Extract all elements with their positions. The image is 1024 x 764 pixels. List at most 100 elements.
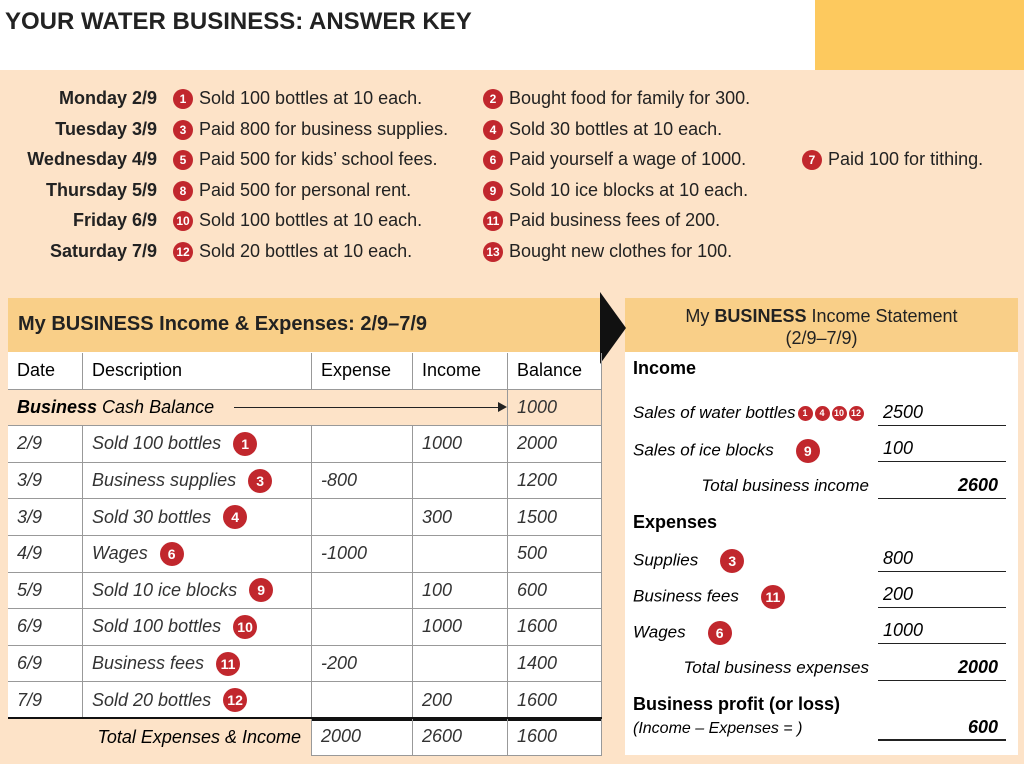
cell: Sold 100 bottles 1 <box>83 426 312 463</box>
value: 200 <box>878 584 1006 608</box>
badge: 3 <box>248 468 273 493</box>
event: 7 Paid 100 for tithing. <box>802 149 983 171</box>
cell: Description <box>83 353 312 390</box>
badge: 9 <box>483 181 503 202</box>
day-label: Friday 6/9 <box>72 210 157 230</box>
cell: 5/9 <box>8 572 83 610</box>
cell: -1000 <box>312 536 413 573</box>
badge: 8 <box>173 181 193 202</box>
event: 6 Paid yourself a wage of 1000. <box>483 149 746 171</box>
cell: Date <box>8 353 83 390</box>
title: YOUR WATER BUSINESS: ANSWER KEY <box>5 8 472 35</box>
cell <box>312 682 413 719</box>
cell: 7/9 <box>8 682 83 719</box>
event-text: Paid 500 for personal rent. <box>199 180 412 200</box>
title-bold: BUSINESS <box>714 306 807 326</box>
total-label: Total business income <box>701 476 869 495</box>
cell: 1600 <box>508 609 602 646</box>
arrow <box>600 292 626 364</box>
cell: 4/9 <box>8 536 83 573</box>
event: 1 Sold 100 bottles at 10 each. <box>173 88 423 110</box>
badge: 12 <box>848 406 864 422</box>
badge: 12 <box>223 688 248 713</box>
event-text: Bought new clothes for 100. <box>509 241 733 261</box>
description: Business fees <box>92 653 205 674</box>
badge: 7 <box>802 150 822 171</box>
event-text: Paid 500 for kids’ school fees. <box>199 149 438 169</box>
badge: 1 <box>797 406 813 422</box>
badge: 5 <box>173 150 193 171</box>
description: Sold 100 bottles <box>92 616 222 637</box>
section-heading: Expenses <box>633 512 718 532</box>
event: 9 Sold 10 ice blocks at 10 each. <box>483 180 749 202</box>
event: 5 Paid 500 for kids’ school fees. <box>173 149 438 171</box>
cell: 1500 <box>508 499 602 536</box>
cell: Expense <box>312 353 413 390</box>
item-label: Sales of ice blocks <box>633 440 774 460</box>
badge: 2 <box>483 89 503 110</box>
ledger-title: My BUSINESS Income & Expenses: 2/9–7/9 <box>18 313 428 335</box>
cell: 1000 <box>413 426 508 463</box>
period: (2/9–7/9) <box>785 328 858 348</box>
value: 2500 <box>878 402 1006 426</box>
value: 600 <box>878 717 1006 741</box>
badge: 3 <box>720 549 745 573</box>
description: Sold 30 bottles <box>92 506 212 527</box>
badge: 4 <box>483 120 503 141</box>
cell: 600 <box>508 572 602 610</box>
badge: 3 <box>173 120 193 141</box>
description: Business supplies <box>92 470 237 491</box>
day-label: Thursday 5/9 <box>45 180 157 200</box>
event: 13 Bought new clothes for 100. <box>483 241 733 263</box>
item-label: Wages <box>633 622 686 642</box>
profit-label: Business profit (or loss) <box>633 694 841 714</box>
cash-arrow <box>234 406 500 408</box>
badge: 6 <box>707 621 732 645</box>
cell: -800 <box>312 462 413 500</box>
cell: 3/9 <box>8 499 83 536</box>
day-label: Monday 2/9 <box>58 88 157 108</box>
item: Sales of water bottles 1 4 10 12 <box>633 403 864 423</box>
cell: 3/9 <box>8 462 83 500</box>
badge: 10 <box>173 211 193 232</box>
badge: 11 <box>483 211 503 232</box>
description: Sold 20 bottles <box>92 689 212 710</box>
cell: Sold 30 bottles 4 <box>83 499 312 536</box>
value: 2000 <box>878 657 1006 681</box>
arrow-head <box>498 402 507 413</box>
item: Business fees 11 <box>633 585 785 609</box>
cell <box>312 609 413 646</box>
item-label: Supplies <box>633 550 699 570</box>
cell: 300 <box>413 499 508 536</box>
total-label: Total business expenses <box>683 658 869 677</box>
event: 10 Sold 100 bottles at 10 each. <box>173 210 423 232</box>
cell <box>413 462 508 500</box>
item: Sales of ice blocks 9 <box>633 439 820 463</box>
description: Sold 100 bottles <box>92 433 222 454</box>
cell: Sold 10 ice blocks 9 <box>83 572 312 610</box>
cell <box>312 572 413 610</box>
description: Sold 10 ice blocks <box>92 579 238 600</box>
event-text: Sold 100 bottles at 10 each. <box>199 88 423 108</box>
item: Supplies 3 <box>633 549 745 573</box>
event-text: Sold 100 bottles at 10 each. <box>199 210 423 230</box>
cell: 1000 <box>413 609 508 646</box>
cell: 2000 <box>508 426 602 463</box>
badge: 11 <box>760 585 785 609</box>
title-post: Income Statement <box>811 306 958 326</box>
total-label: Total Expenses & Income <box>8 719 312 756</box>
event-text: Sold 10 ice blocks at 10 each. <box>509 180 749 200</box>
day-label: Tuesday 3/9 <box>55 119 157 139</box>
cell: 500 <box>508 536 602 573</box>
cell: Wages 6 <box>83 536 312 573</box>
cell: Sold 20 bottles 12 <box>83 682 312 719</box>
event-text: Bought food for family for 300. <box>509 88 751 108</box>
cell: 200 <box>413 682 508 719</box>
badge: 13 <box>483 242 503 263</box>
corner-block <box>815 0 1024 70</box>
cell: 100 <box>413 572 508 610</box>
cell: 1200 <box>508 462 602 500</box>
statement-header <box>625 298 1018 352</box>
badge: 9 <box>795 439 820 463</box>
cell: 1400 <box>508 645 602 683</box>
